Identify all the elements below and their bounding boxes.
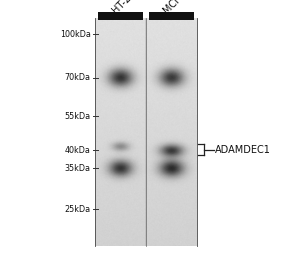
- Bar: [149, 12, 194, 20]
- Text: 55kDa: 55kDa: [65, 112, 91, 121]
- Bar: [98, 12, 143, 20]
- Text: MCF7: MCF7: [161, 0, 188, 16]
- Text: HT-29: HT-29: [110, 0, 138, 16]
- Text: 70kDa: 70kDa: [65, 73, 91, 82]
- Text: 35kDa: 35kDa: [65, 164, 91, 173]
- Text: 40kDa: 40kDa: [65, 146, 91, 155]
- Text: ADAMDEC1: ADAMDEC1: [215, 145, 271, 155]
- Text: 25kDa: 25kDa: [65, 205, 91, 214]
- Text: 100kDa: 100kDa: [60, 30, 91, 39]
